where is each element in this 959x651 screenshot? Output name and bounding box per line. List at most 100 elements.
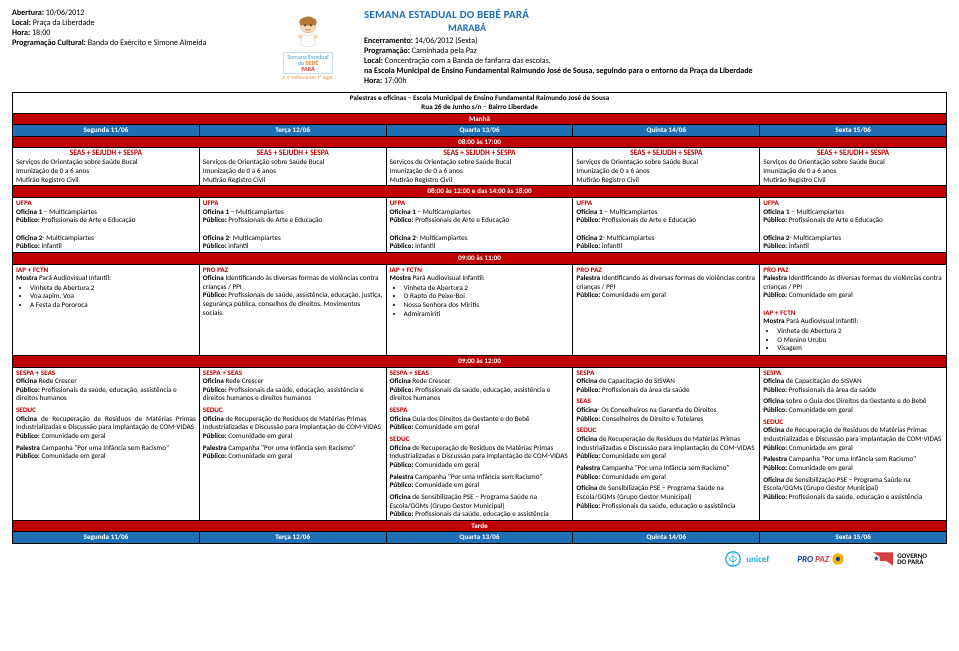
u1-1b: – Multicampiartes <box>42 207 97 216</box>
lr3-8a: Público: <box>390 480 414 489</box>
lr4-2b: Profissionais da área da saúde <box>600 385 689 394</box>
lr1-2a: Público: <box>16 385 40 394</box>
lr2-2a: Público: <box>203 385 227 394</box>
u4-2b: Profissionais de Arte e Educação <box>600 215 696 224</box>
iap-c2-2b: Profissionais de saúde, assistência, edu… <box>203 290 383 316</box>
iap-c4-2a: Público: <box>576 290 600 299</box>
gov-t2: DO PARÁ <box>897 559 927 565</box>
lr2-1b: Rede Crescer <box>224 376 264 385</box>
lr5-6b: Comunidade em geral <box>787 443 853 452</box>
lr4-3b: - Os Conselheiros na Garantia de Direito… <box>597 405 716 414</box>
u3-2a: Público: <box>390 215 414 224</box>
t0900b-band: 09:00 às 12:00 <box>13 355 947 367</box>
seas-row: SEAS + SEJUDH + SESPAServiços de Orienta… <box>13 148 947 186</box>
header-title: SEMANA ESTADUAL DO BEBÊ PARÁ <box>364 8 947 22</box>
lr1-1a: Oficina <box>16 376 37 385</box>
gov-text: GOVERNODO PARÁ <box>897 553 927 566</box>
u3-2b: Profissionais de Arte e Educação <box>413 215 509 224</box>
lr5-6a: Público: <box>763 443 787 452</box>
lr3-9b: de Sensibilização PSE – Programa Saúde n… <box>390 492 537 510</box>
iap-c5-3a: Mostra <box>763 316 784 325</box>
manha-band: Manhã <box>13 113 947 125</box>
page: Abertura: 10/06/2012 Local: Praça da Lib… <box>0 0 959 576</box>
u1-2b: Profissionais de Arte e Educação <box>40 215 136 224</box>
prog2-value: Caminhada pela Paz <box>410 46 477 56</box>
lr3-7a: Palestra <box>390 472 414 481</box>
lr5-7b: Campanha "Por uma Infância sem Racismo" <box>787 454 916 463</box>
lr4-7a: Palestra <box>576 463 600 472</box>
day-ftr-5: Sexta 15/06 <box>760 532 947 544</box>
iap-c2-1b: Identificando às diversas formas de viol… <box>203 273 379 291</box>
u2-3a: Oficina 2 <box>203 233 229 242</box>
u4-2a: Público: <box>576 215 600 224</box>
u4-4b: infantil <box>600 241 622 250</box>
logo-text-box: Semana Estadual do BEBÊ PARÁ <box>283 52 332 74</box>
lr3-3b: Guia dos Direitos da Gestante e do Bebê <box>411 414 530 423</box>
u1-3a: Oficina 2 <box>16 233 42 242</box>
lr4-1a: Oficina <box>576 376 597 385</box>
lr1-6a: Público: <box>16 451 40 460</box>
iap-row: IAP + FCTN Mostra Pará Audiovisual Infan… <box>13 264 947 355</box>
iap-c4-1a: Palestra <box>576 273 600 282</box>
lr5-2a: Público: <box>763 385 787 394</box>
seas-5-3: Mutirão Registro Civil <box>763 176 943 185</box>
abertura-label: Abertura: <box>12 8 44 18</box>
lr2-5a: Palestra <box>203 443 227 452</box>
iap-c5-2b: Comunidade em geral <box>787 290 853 299</box>
lr4-8a: Público: <box>576 472 600 481</box>
u3-4a: Público: <box>390 241 414 250</box>
gov-flag-icon <box>873 552 893 566</box>
seas-3-3: Mutirão Registro Civil <box>390 176 570 185</box>
lr5-9b: de Sensibilização PSE – Programa Saúde n… <box>763 475 910 493</box>
iap-c5-b2: O Menino Urubu <box>777 336 943 345</box>
footer-logos: unicef PROPAZ GOVERNODO PARÁ <box>12 544 947 572</box>
u2-3b: - Multicampiartes <box>229 233 281 242</box>
iap-c4-1b: Identificando às diversas formas de viol… <box>576 273 755 291</box>
lr5-7a: Palestra <box>763 454 787 463</box>
t0900a-band: 09:00 às 11:00 <box>13 252 947 264</box>
unicef-text: unicef <box>746 554 769 565</box>
day-ftr-3: Quarta 13/06 <box>386 532 573 544</box>
u3-1b: – Multicampiartes <box>416 207 471 216</box>
u5-1a: Oficina 1 <box>763 207 789 216</box>
lr5-1a: Oficina <box>763 376 784 385</box>
t0800-band: 08:00 às 17:00 <box>13 136 947 148</box>
hora-value: 18:00 <box>30 28 50 38</box>
u3-3a: Oficina 2 <box>390 233 416 242</box>
u5-4b: infantil <box>787 241 809 250</box>
lr4-9b: de Sensibilização PSE – Programa Saúde n… <box>576 483 723 501</box>
logo-box: Semana Estadual do BEBÊ PARÁ A 1ª Infânc… <box>269 8 347 86</box>
hora2-value: 17:00h <box>382 76 406 86</box>
day-hdr-2: Terça 12/06 <box>199 125 386 137</box>
u1-1a: Oficina 1 <box>16 207 42 216</box>
lr4-7b: Campanha "Por uma Infância sem Racismo" <box>600 463 729 472</box>
u2-1b: – Multicampiartes <box>229 207 284 216</box>
unicef-icon <box>724 550 742 568</box>
iap-c5-b3: Visagem <box>777 344 943 353</box>
u2-4b: infantil <box>227 241 249 250</box>
lr2-5b: Campanha "Por uma Infância sem Racismo" <box>227 443 356 452</box>
last-row: SESPA + SEAS Oficina Rede Crescer Públic… <box>13 367 947 520</box>
lr5-8a: Público: <box>763 463 787 472</box>
propaz-t1: PRO <box>797 554 813 565</box>
lr4-4a: Público: <box>576 414 600 423</box>
iap-c5-1a: Palestra <box>763 273 787 282</box>
lr1-2b: Profissionais da saúde, educação, assist… <box>16 385 177 403</box>
u4-1a: Oficina 1 <box>576 207 602 216</box>
u5-4a: Público: <box>763 241 787 250</box>
lr1-5a: Palestra <box>16 443 40 452</box>
seas-1-3: Mutirão Registro Civil <box>16 176 196 185</box>
u2-1a: Oficina 1 <box>203 207 229 216</box>
lr1-3b: de Recuperação de Resíduos de Matérias P… <box>16 414 196 432</box>
lr4-10a: Público: <box>576 501 600 510</box>
day-hdr-3: Quarta 13/06 <box>386 125 573 137</box>
iap-c2-1a: Oficina <box>203 273 224 282</box>
lr3-2a: Público: <box>390 385 414 394</box>
lr3-10a: Público: <box>390 509 414 518</box>
iap-c5-1b: Identificando às diversas formas de viol… <box>763 273 942 291</box>
lr1-1b: Rede Crescer <box>37 376 77 385</box>
local2-line2: na Escola Municipal de Ensino Fundamenta… <box>364 66 947 76</box>
lr1-4a: Público: <box>16 431 40 440</box>
local-label: Local: <box>12 18 31 28</box>
u3-1a: Oficina 1 <box>390 207 416 216</box>
